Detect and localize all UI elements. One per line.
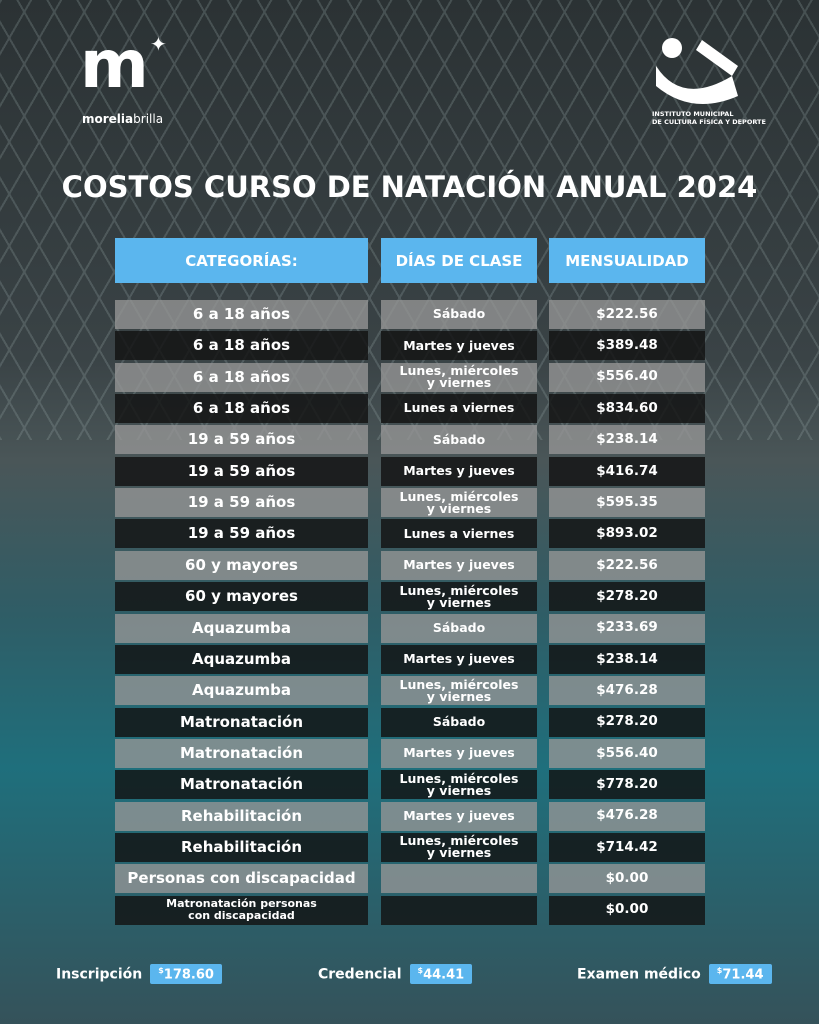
footer-item: Inscripción $178.60 xyxy=(56,964,222,985)
category-cell: 19 a 59 años xyxy=(115,488,368,518)
days-cell: Martes y jueves xyxy=(381,801,537,831)
brand-bold: morelia xyxy=(82,112,134,126)
category-cell: Matronatación xyxy=(115,738,368,768)
column-header: DÍAS DE CLASE xyxy=(381,238,537,283)
logo-mark: m xyxy=(80,26,149,103)
category-cell: Matronatación xyxy=(115,707,368,737)
days-cell: Lunes, miércoles y viernes xyxy=(381,362,537,392)
category-cell: Rehabilitación xyxy=(115,801,368,831)
category-cell: 19 a 59 años xyxy=(115,425,368,455)
price-cell: $595.35 xyxy=(549,488,705,518)
category-cell: Matronatación personas con discapacidad xyxy=(115,895,368,925)
amount: 178.60 xyxy=(163,967,214,983)
price-cell: $238.14 xyxy=(549,425,705,455)
price-cell: $222.56 xyxy=(549,300,705,329)
category-cell: Aquazumba xyxy=(115,644,368,674)
logo-sparkle: ✦ xyxy=(150,32,167,56)
category-cell: Rehabilitación xyxy=(115,832,368,862)
category-cell: 19 a 59 años xyxy=(115,519,368,549)
days-cell: Martes y jueves xyxy=(381,456,537,486)
price-cell: $389.48 xyxy=(549,331,705,361)
days-cell xyxy=(381,895,537,925)
days-cell: Lunes, miércoles y viernes xyxy=(381,582,537,612)
category-cell: Aquazumba xyxy=(115,613,368,643)
category-cell: 60 y mayores xyxy=(115,582,368,612)
days-cell: Lunes a viernes xyxy=(381,519,537,549)
price-cell: $0.00 xyxy=(549,864,705,894)
footer-label: Examen médico xyxy=(577,966,701,983)
category-cell: 6 a 18 años xyxy=(115,394,368,424)
title: COSTOS CURSO DE NATACIÓN ANUAL 2024 xyxy=(61,170,758,204)
column-header: CATEGORÍAS: xyxy=(115,238,368,283)
category-cell: 60 y mayores xyxy=(115,550,368,580)
days-cell: Martes y jueves xyxy=(381,644,537,674)
footer-amount: $44.41 xyxy=(409,964,473,985)
price-cell: $556.40 xyxy=(549,738,705,768)
currency: $ xyxy=(417,966,424,975)
days-cell: Sábado xyxy=(381,613,537,643)
brand: moreliabrilla xyxy=(82,112,163,126)
category-cell: Personas con discapacidad xyxy=(115,864,368,894)
footer-label: Credencial xyxy=(318,966,402,983)
institute-line: DE CULTURA FÍSICA Y DEPORTE xyxy=(652,118,766,126)
amount: 71.44 xyxy=(722,967,764,983)
footer-label: Inscripción xyxy=(56,966,143,983)
category-cell: 6 a 18 años xyxy=(115,300,368,329)
footer-amount: $178.60 xyxy=(150,964,222,985)
days-cell: Lunes, miércoles y viernes xyxy=(381,676,537,706)
category-cell: Matronatación xyxy=(115,770,368,800)
days-cell: Lunes, miércoles y viernes xyxy=(381,488,537,518)
brand-light: brilla xyxy=(133,112,164,126)
price-cell: $834.60 xyxy=(549,394,705,424)
institute-logo xyxy=(656,38,738,104)
price-cell: $476.28 xyxy=(549,676,705,706)
currency: $ xyxy=(716,966,723,975)
price-cell: $556.40 xyxy=(549,362,705,392)
price-cell: $714.42 xyxy=(549,832,705,862)
days-cell: Lunes, miércoles y viernes xyxy=(381,770,537,800)
category-cell: Aquazumba xyxy=(115,676,368,706)
price-cell: $476.28 xyxy=(549,801,705,831)
days-cell: Lunes, miércoles y viernes xyxy=(381,832,537,862)
days-cell xyxy=(381,864,537,894)
days-cell: Sábado xyxy=(381,300,537,329)
days-cell: Martes y jueves xyxy=(381,738,537,768)
footer-amount: $71.44 xyxy=(708,964,772,985)
price-cell: $238.14 xyxy=(549,644,705,674)
category-cell: 6 a 18 años xyxy=(115,362,368,392)
price-cell: $893.02 xyxy=(549,519,705,549)
price-cell: $778.20 xyxy=(549,770,705,800)
price-cell: $278.20 xyxy=(549,582,705,612)
category-cell: 6 a 18 años xyxy=(115,331,368,361)
category-cell: 19 a 59 años xyxy=(115,456,368,486)
price-cell: $0.00 xyxy=(549,895,705,925)
column-header: MENSUALIDAD xyxy=(549,238,705,283)
days-cell: Lunes a viernes xyxy=(381,394,537,424)
footer-item: Credencial $44.41 xyxy=(318,964,473,985)
footer-item: Examen médico $71.44 xyxy=(577,964,772,985)
days-cell: Martes y jueves xyxy=(381,331,537,361)
price-cell: $278.20 xyxy=(549,707,705,737)
days-cell: Sábado xyxy=(381,707,537,737)
institute-name: INSTITUTO MUNICIPAL DE CULTURA FÍSICA Y D… xyxy=(652,110,766,126)
days-cell: Sábado xyxy=(381,425,537,455)
currency: $ xyxy=(158,966,164,975)
price-cell: $222.56 xyxy=(549,550,705,580)
amount: 44.41 xyxy=(423,967,465,983)
price-cell: $233.69 xyxy=(549,613,705,643)
days-cell: Martes y jueves xyxy=(381,550,537,580)
institute-line: INSTITUTO MUNICIPAL xyxy=(652,110,734,118)
price-cell: $416.74 xyxy=(549,456,705,486)
